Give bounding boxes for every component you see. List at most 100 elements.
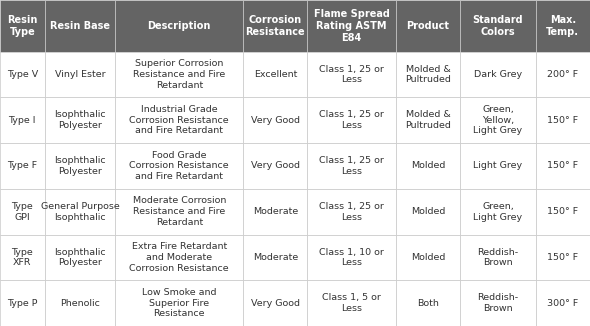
Bar — [0, 234, 45, 280]
Text: Class 1, 25 or
Less: Class 1, 25 or Less — [319, 202, 384, 221]
Text: Vinyl Ester: Vinyl Ester — [55, 70, 105, 79]
Text: Excellent: Excellent — [254, 70, 297, 79]
Text: Max.
Temp.: Max. Temp. — [546, 15, 579, 37]
Text: Superior Corrosion
Resistance and Fire
Retardant: Superior Corrosion Resistance and Fire R… — [133, 59, 225, 90]
Text: Isophthalic
Polyester: Isophthalic Polyester — [54, 110, 106, 130]
Text: 300° F: 300° F — [547, 299, 578, 308]
Text: 150° F: 150° F — [548, 161, 578, 170]
Text: Type
GPI: Type GPI — [11, 202, 33, 221]
Text: 200° F: 200° F — [548, 70, 578, 79]
Bar — [460, 280, 536, 326]
Bar — [116, 52, 243, 97]
Text: Green,
Yellow,
Light Grey: Green, Yellow, Light Grey — [473, 105, 523, 135]
Bar — [536, 189, 590, 234]
Bar — [460, 97, 536, 143]
Bar — [45, 280, 116, 326]
Text: Molded: Molded — [411, 207, 445, 216]
Bar — [307, 189, 396, 234]
Text: Both: Both — [417, 299, 439, 308]
Bar — [396, 189, 460, 234]
Bar — [116, 234, 243, 280]
Bar — [460, 52, 536, 97]
Bar — [307, 52, 396, 97]
Bar — [396, 52, 460, 97]
Bar — [536, 280, 590, 326]
Text: Class 1, 5 or
Less: Class 1, 5 or Less — [322, 293, 381, 313]
Bar — [307, 0, 396, 52]
Text: Moderate Corrosion
Resistance and Fire
Retardant: Moderate Corrosion Resistance and Fire R… — [133, 196, 226, 227]
Text: Description: Description — [148, 21, 211, 31]
Text: Moderate: Moderate — [253, 207, 298, 216]
Bar — [116, 97, 243, 143]
Bar — [0, 280, 45, 326]
Bar — [45, 0, 116, 52]
Text: Dark Grey: Dark Grey — [474, 70, 522, 79]
Text: Extra Fire Retardant
and Moderate
Corrosion Resistance: Extra Fire Retardant and Moderate Corros… — [129, 242, 229, 273]
Bar — [45, 52, 116, 97]
Text: Industrial Grade
Corrosion Resistance
and Fire Retardant: Industrial Grade Corrosion Resistance an… — [129, 105, 229, 135]
Text: Molded: Molded — [411, 253, 445, 262]
Bar — [396, 143, 460, 189]
Text: Light Grey: Light Grey — [473, 161, 523, 170]
Bar — [460, 189, 536, 234]
Text: Type V: Type V — [6, 70, 38, 79]
Bar — [45, 97, 116, 143]
Text: 150° F: 150° F — [548, 253, 578, 262]
Text: Reddish-
Brown: Reddish- Brown — [477, 293, 519, 313]
Bar — [116, 280, 243, 326]
Bar — [0, 0, 45, 52]
Text: Flame Spread
Rating ASTM
E84: Flame Spread Rating ASTM E84 — [314, 9, 389, 43]
Text: Very Good: Very Good — [251, 161, 300, 170]
Bar — [45, 234, 116, 280]
Text: Class 1, 10 or
Less: Class 1, 10 or Less — [319, 247, 384, 267]
Bar — [396, 0, 460, 52]
Bar — [307, 234, 396, 280]
Bar — [396, 234, 460, 280]
Text: Resin Base: Resin Base — [50, 21, 110, 31]
Bar — [307, 143, 396, 189]
Bar — [45, 189, 116, 234]
Text: Type F: Type F — [7, 161, 37, 170]
Text: Resin
Type: Resin Type — [7, 15, 38, 37]
Text: Product: Product — [407, 21, 450, 31]
Text: Class 1, 25 or
Less: Class 1, 25 or Less — [319, 156, 384, 176]
Bar — [460, 0, 536, 52]
Text: Reddish-
Brown: Reddish- Brown — [477, 247, 519, 267]
Bar — [116, 143, 243, 189]
Bar — [0, 189, 45, 234]
Text: Class 1, 25 or
Less: Class 1, 25 or Less — [319, 65, 384, 84]
Text: Phenolic: Phenolic — [60, 299, 100, 308]
Bar — [243, 143, 307, 189]
Text: Molded &
Pultruded: Molded & Pultruded — [405, 65, 451, 84]
Text: Molded &
Pultruded: Molded & Pultruded — [405, 110, 451, 130]
Text: General Purpose
Isophthalic: General Purpose Isophthalic — [41, 202, 119, 221]
Bar — [45, 143, 116, 189]
Bar — [243, 0, 307, 52]
Bar — [0, 97, 45, 143]
Bar — [536, 143, 590, 189]
Text: Low Smoke and
Superior Fire
Resistance: Low Smoke and Superior Fire Resistance — [142, 288, 217, 319]
Text: Isophthalic
Polyester: Isophthalic Polyester — [54, 247, 106, 267]
Text: Standard
Colors: Standard Colors — [473, 15, 523, 37]
Text: Isophthalic
Polyester: Isophthalic Polyester — [54, 156, 106, 176]
Text: Corrosion
Resistance: Corrosion Resistance — [245, 15, 305, 37]
Bar — [396, 280, 460, 326]
Bar — [536, 97, 590, 143]
Text: 150° F: 150° F — [548, 207, 578, 216]
Bar — [243, 189, 307, 234]
Bar — [243, 280, 307, 326]
Bar — [0, 52, 45, 97]
Bar — [307, 280, 396, 326]
Bar — [536, 234, 590, 280]
Text: Food Grade
Corrosion Resistance
and Fire Retardant: Food Grade Corrosion Resistance and Fire… — [129, 151, 229, 181]
Bar — [460, 143, 536, 189]
Bar — [307, 97, 396, 143]
Bar — [243, 97, 307, 143]
Bar — [116, 0, 243, 52]
Bar — [460, 234, 536, 280]
Bar — [243, 234, 307, 280]
Bar — [243, 52, 307, 97]
Text: Very Good: Very Good — [251, 116, 300, 125]
Bar — [536, 0, 590, 52]
Text: Molded: Molded — [411, 161, 445, 170]
